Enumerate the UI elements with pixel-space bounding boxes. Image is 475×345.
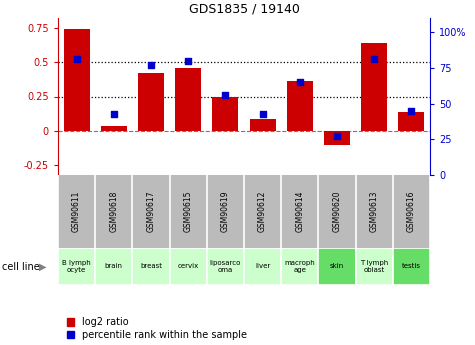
Point [259, 111, 266, 116]
Text: GSM90615: GSM90615 [184, 191, 193, 232]
Point [147, 62, 155, 68]
Bar [175, 68, 201, 131]
Text: GSM90616: GSM90616 [407, 191, 416, 232]
Point [370, 57, 378, 62]
Text: GSM90617: GSM90617 [146, 191, 155, 232]
Text: skin: skin [330, 264, 344, 269]
Point [408, 108, 415, 114]
Bar [207, 248, 244, 285]
Bar [249, 119, 276, 131]
Text: cell line: cell line [2, 262, 40, 272]
Title: GDS1835 / 19140: GDS1835 / 19140 [189, 2, 299, 16]
Text: macroph
age: macroph age [285, 260, 315, 273]
Bar [281, 248, 318, 285]
Bar [133, 248, 170, 285]
Text: liver: liver [255, 264, 270, 269]
Text: breast: breast [140, 264, 162, 269]
Text: GSM90620: GSM90620 [332, 191, 342, 232]
Bar [170, 248, 207, 285]
Bar [356, 248, 393, 285]
Bar [138, 73, 164, 131]
Bar [212, 97, 238, 131]
Point [333, 134, 341, 139]
Text: ▶: ▶ [39, 262, 47, 272]
Bar [101, 126, 127, 131]
Point [73, 57, 80, 62]
Text: testis: testis [402, 264, 421, 269]
Point [110, 111, 118, 116]
Text: brain: brain [105, 264, 123, 269]
Text: GSM90619: GSM90619 [221, 191, 230, 232]
Text: B lymph
ocyte: B lymph ocyte [62, 260, 91, 273]
Point [184, 58, 192, 63]
Legend: log2 ratio, percentile rank within the sample: log2 ratio, percentile rank within the s… [66, 317, 247, 340]
Bar [287, 81, 313, 131]
Bar [318, 248, 356, 285]
Text: liposarco
oma: liposarco oma [209, 260, 241, 273]
Bar [361, 43, 387, 131]
Text: cervix: cervix [178, 264, 199, 269]
Bar [58, 248, 95, 285]
Text: GSM90613: GSM90613 [370, 191, 379, 232]
Bar [393, 248, 430, 285]
Bar [324, 131, 350, 145]
Point [222, 92, 229, 98]
Bar [95, 248, 133, 285]
Text: GSM90611: GSM90611 [72, 191, 81, 232]
Bar [244, 248, 281, 285]
Text: GSM90618: GSM90618 [109, 191, 118, 232]
Text: GSM90612: GSM90612 [258, 191, 267, 232]
Text: GSM90614: GSM90614 [295, 191, 304, 232]
Text: T lymph
oblast: T lymph oblast [360, 260, 389, 273]
Bar [64, 29, 90, 131]
Point [296, 79, 304, 85]
Bar [399, 112, 425, 131]
